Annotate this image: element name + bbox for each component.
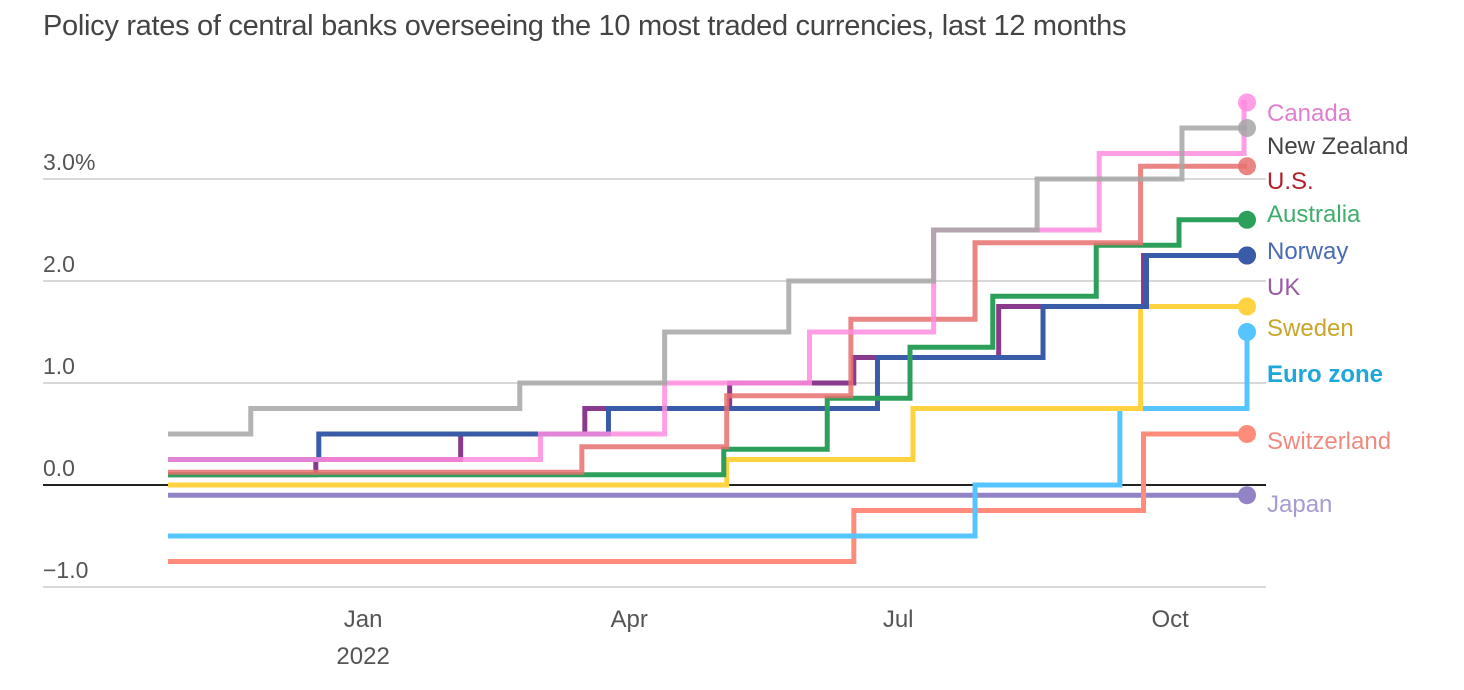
series-line-australia (168, 217, 1247, 478)
series-line-sweden (168, 304, 1247, 488)
series-endpoint-norway (1238, 246, 1256, 265)
series-endpoint-sweden (1238, 297, 1256, 316)
x-tick-label: Jul (883, 606, 914, 633)
series-endpoint-australia (1238, 210, 1256, 229)
series-label-uk: UK (1267, 274, 1300, 301)
series-labels: New Zealand Canada U.S. Australia Norway UK Sw… (1267, 100, 1408, 518)
x-tick-label: Apr (610, 606, 647, 633)
y-tick-label: 2.0 (43, 251, 75, 277)
series-line-canada (168, 100, 1247, 462)
series-line-uk (168, 253, 1247, 478)
series-label-switzerland: Switzerland (1267, 428, 1391, 455)
series-line-euro-zone (168, 332, 1250, 539)
series-line-norway (168, 253, 1247, 462)
series-lines (168, 93, 1256, 564)
series-label-canada: Canada (1267, 100, 1352, 127)
series-label-japan: Japan (1267, 491, 1332, 518)
x-tick-year-label: 2022 (336, 643, 389, 670)
series-label-australia: Australia (1267, 201, 1361, 228)
series-endpoint-u-s (1238, 157, 1256, 176)
series-endpoint-new-zealand (1238, 119, 1256, 137)
series-line-u-s (168, 163, 1247, 475)
series-label-sweden: Sweden (1267, 315, 1354, 342)
y-tick-label: 0.0 (43, 455, 75, 481)
series-label-u-s: U.S. (1267, 168, 1314, 195)
y-tick-label: 3.0% (43, 149, 95, 175)
y-tick-label: −1.0 (43, 557, 88, 583)
y-axis-ticks: 3.0% 2.0 1.0 0.0 −1.0 (43, 149, 95, 583)
series-endpoint-euro-zone (1238, 323, 1256, 341)
series-line-new-zealand (168, 125, 1247, 437)
series-label-new-zealand: New Zealand (1267, 133, 1408, 160)
series-endpoint-switzerland (1238, 425, 1256, 443)
series-endpoint-japan (1238, 486, 1256, 505)
y-tick-label: 1.0 (43, 353, 75, 379)
series-label-norway: Norway (1267, 238, 1348, 265)
x-tick-label: Jan (344, 606, 383, 633)
series-line-switzerland (168, 431, 1247, 564)
x-tick-label: Oct (1151, 606, 1189, 633)
series-label-euro-zone: Euro zone (1267, 361, 1383, 388)
chart-title: Policy rates of central banks overseeing… (43, 10, 1127, 42)
series-endpoint-canada (1238, 93, 1256, 112)
x-axis-ticks: Jan 2022 Apr Jul Oct (336, 606, 1189, 670)
